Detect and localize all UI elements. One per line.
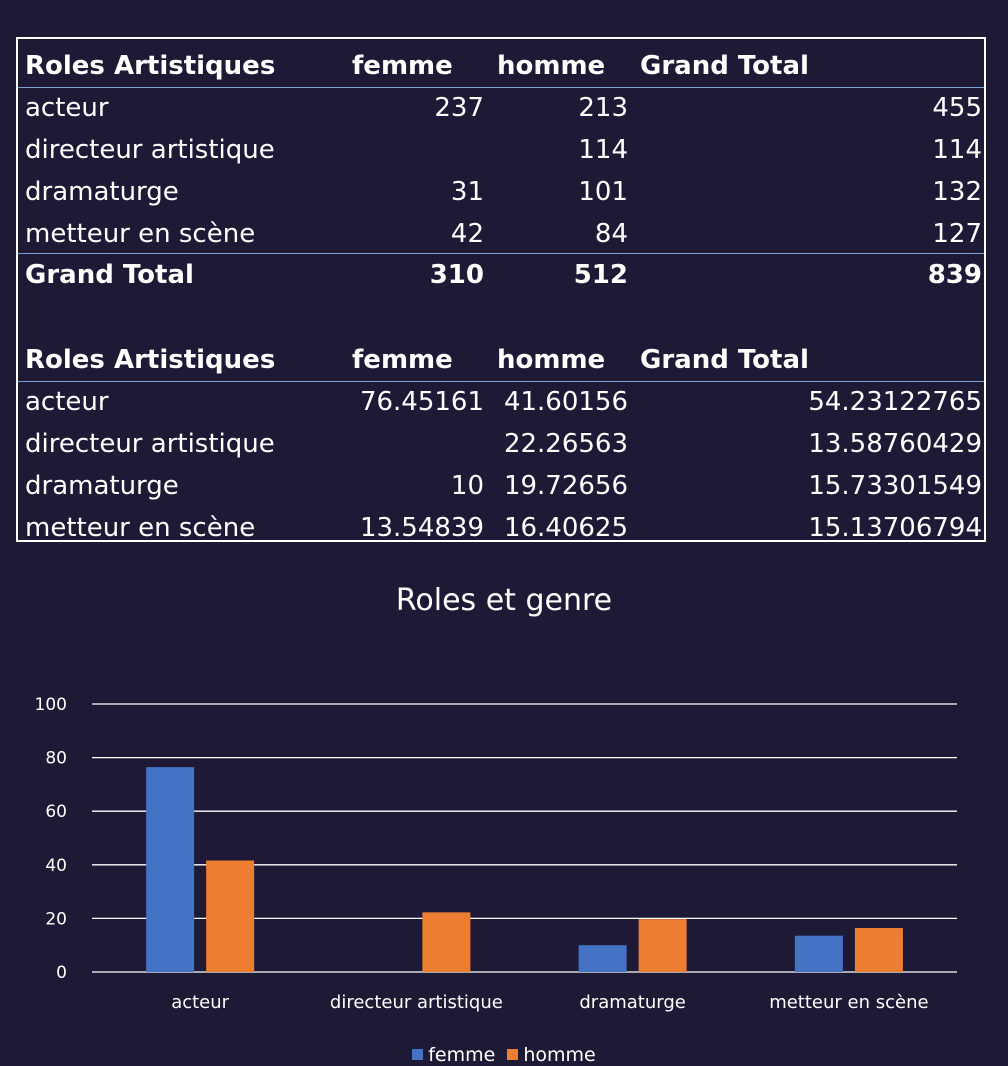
femme-value: 31 xyxy=(450,177,484,207)
table2-row: dramaturge 10 19.72656 15.73301549 xyxy=(18,465,984,507)
total-value: 15.13706794 xyxy=(808,513,982,543)
homme-value: 22.26563 xyxy=(503,429,628,459)
bar-femme xyxy=(794,935,843,972)
chart-legend: femme homme xyxy=(0,1044,1008,1066)
pivot-table-box: Roles Artistiques femme homme Grand Tota… xyxy=(16,37,986,543)
y-tick-label: 20 xyxy=(45,909,67,929)
row-label: metteur en scène xyxy=(25,219,256,249)
x-tick-label: metteur en scène xyxy=(769,992,928,1013)
table2-header-total: Grand Total xyxy=(640,345,809,375)
row-label: dramaturge xyxy=(25,471,179,501)
row-label: dramaturge xyxy=(25,177,179,207)
table2-header-homme: homme xyxy=(497,345,606,375)
table2-row: directeur artistique 22.26563 13.5876042… xyxy=(18,423,984,465)
homme-value: 41.60156 xyxy=(503,387,628,417)
bar-femme xyxy=(146,767,195,972)
table2-header-label: Roles Artistiques xyxy=(25,345,276,375)
legend-item-femme: femme xyxy=(412,1044,495,1066)
femme-value: 237 xyxy=(434,93,484,123)
femme-value: 13.54839 xyxy=(359,513,484,543)
homme-value: 84 xyxy=(594,219,628,249)
grand-total-value: 839 xyxy=(927,260,982,290)
bar-homme xyxy=(206,860,255,972)
legend-swatch-femme xyxy=(412,1049,424,1060)
total-value: 127 xyxy=(932,219,982,249)
legend-label-femme: femme xyxy=(428,1044,496,1066)
total-value: 54.23122765 xyxy=(808,387,982,417)
bar-homme xyxy=(638,919,687,972)
total-value: 455 xyxy=(932,93,982,123)
table1-row: metteur en scène 42 84 127 xyxy=(18,213,984,255)
homme-value: 101 xyxy=(578,177,628,207)
row-label: metteur en scène xyxy=(25,513,256,543)
table1-header-femme: femme xyxy=(352,51,453,81)
chart-title: Roles et genre xyxy=(395,583,613,618)
x-tick-label: directeur artistique xyxy=(330,992,503,1013)
x-tick-label: acteur xyxy=(171,992,229,1013)
table1-header-total: Grand Total xyxy=(640,51,809,81)
bar-homme xyxy=(422,912,471,972)
table2-header-row: Roles Artistiques femme homme Grand Tota… xyxy=(18,339,984,382)
table1-header-label: Roles Artistiques xyxy=(25,51,276,81)
femme-total: 310 xyxy=(429,260,484,290)
row-label: acteur xyxy=(25,387,109,417)
legend-swatch-homme xyxy=(507,1049,519,1060)
row-label: acteur xyxy=(25,93,109,123)
homme-value: 19.72656 xyxy=(503,471,628,501)
bar-homme xyxy=(854,928,903,972)
femme-value: 10 xyxy=(450,471,484,501)
table1-header-row: Roles Artistiques femme homme Grand Tota… xyxy=(18,45,984,88)
grand-total-label: Grand Total xyxy=(25,260,194,290)
y-tick-label: 80 xyxy=(45,749,67,769)
total-value: 114 xyxy=(932,135,982,165)
row-label: directeur artistique xyxy=(25,135,275,165)
table1-row: dramaturge 31 101 132 xyxy=(18,171,984,213)
table1-total-row: Grand Total 310 512 839 xyxy=(18,253,984,296)
table1-row: acteur 237 213 455 xyxy=(18,87,984,129)
legend-label-homme: homme xyxy=(523,1044,596,1066)
homme-value: 114 xyxy=(578,135,628,165)
y-tick-label: 40 xyxy=(45,856,67,876)
homme-value: 16.40625 xyxy=(503,513,628,543)
femme-value: 42 xyxy=(450,219,484,249)
y-tick-label: 0 xyxy=(56,963,67,983)
homme-value: 213 xyxy=(578,93,628,123)
table2-row: acteur 76.45161 41.60156 54.23122765 xyxy=(18,381,984,423)
femme-value: 76.45161 xyxy=(359,387,484,417)
y-tick-label: 100 xyxy=(35,695,67,715)
y-tick-label: 60 xyxy=(45,802,67,822)
bar-femme xyxy=(578,945,627,972)
total-value: 15.73301549 xyxy=(808,471,982,501)
total-value: 13.58760429 xyxy=(808,429,982,459)
row-label: directeur artistique xyxy=(25,429,275,459)
table1-row: directeur artistique 114 114 xyxy=(18,129,984,171)
homme-total: 512 xyxy=(573,260,628,290)
x-tick-label: dramaturge xyxy=(579,992,685,1013)
table1-header-homme: homme xyxy=(497,51,606,81)
table2-header-femme: femme xyxy=(352,345,453,375)
table2-row: metteur en scène 13.54839 16.40625 15.13… xyxy=(18,507,984,549)
legend-item-homme: homme xyxy=(507,1044,596,1066)
bar-chart: 0 20 40 60 80 100 acteur directeur artistique dr… xyxy=(35,695,957,1013)
total-value: 132 xyxy=(932,177,982,207)
